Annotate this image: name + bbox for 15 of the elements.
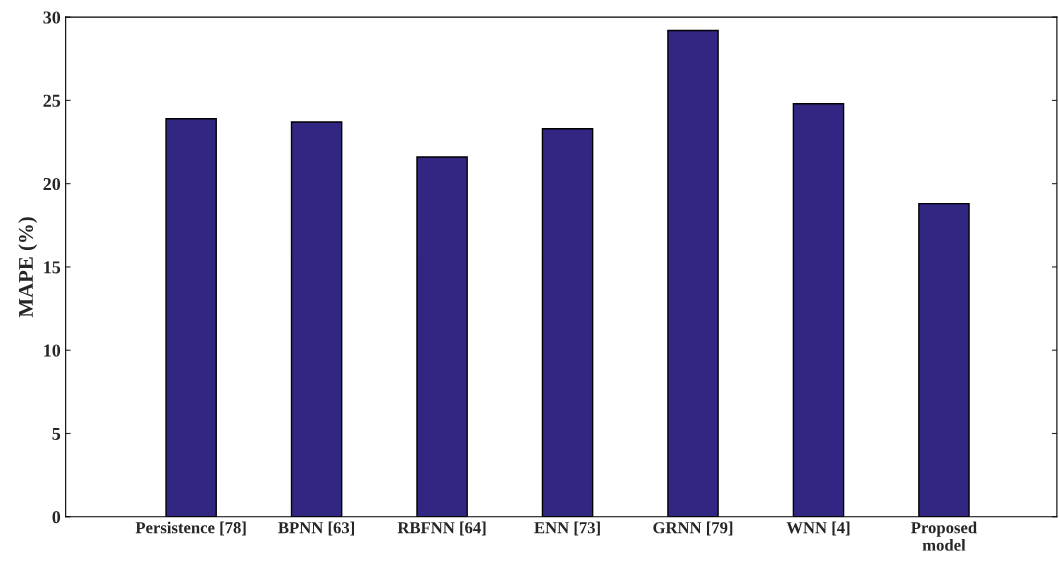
- y-tick-label: 30: [43, 11, 61, 24]
- y-tick-label: 5: [52, 427, 61, 440]
- y-tick-label: 10: [44, 344, 61, 357]
- y-tick-label: 15: [44, 261, 61, 274]
- x-tick-label: GRNN [79]: [653, 521, 733, 536]
- x-tick-label: WNN [4]: [786, 521, 850, 536]
- x-tick-label: ENN [73]: [534, 521, 600, 536]
- x-tick-label: Persistence [78]: [135, 521, 246, 536]
- y-tick-label: 25: [43, 94, 61, 107]
- y-tick-label: 0: [52, 511, 61, 524]
- x-tick-label: RBFNN [64]: [397, 521, 486, 536]
- y-tick-label: 20: [43, 177, 61, 191]
- x-tick-label: BPNN [63]: [278, 521, 355, 536]
- y-axis-title: MAPE (%): [18, 217, 38, 318]
- x-tick-label: Proposed model: [911, 521, 977, 551]
